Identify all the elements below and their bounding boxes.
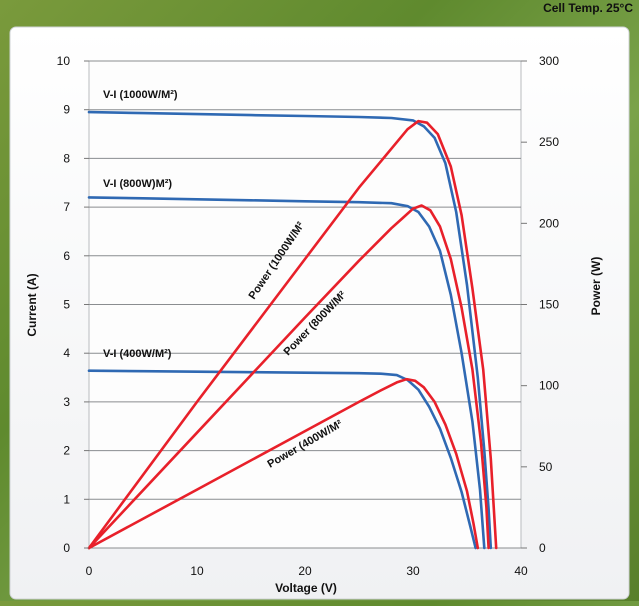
y-axis-left-label: Current (A) [25, 273, 39, 336]
y-left-tick-label: 7 [63, 200, 70, 214]
x-tick-label: 30 [406, 564, 420, 578]
y-right-tick-label: 50 [539, 460, 553, 474]
curve-label-2: V-I (400W/M²) [103, 348, 172, 360]
x-tick-label: 40 [514, 564, 528, 578]
series-line-5 [87, 377, 480, 550]
x-tick-label: 10 [190, 564, 204, 578]
y-axis-right-label: Power (W) [589, 257, 603, 316]
curve-label-0: V-I (1000W/M²) [103, 89, 178, 101]
y-right-tick-label: 250 [539, 135, 559, 149]
y-left-tick-label: 6 [63, 249, 70, 263]
series-line-2 [87, 369, 477, 550]
x-axis-label: Voltage (V) [275, 581, 337, 595]
y-right-tick-label: 0 [539, 541, 546, 555]
series-line-4 [87, 204, 490, 550]
y-left-tick-label: 4 [63, 346, 70, 360]
x-tick-label: 20 [298, 564, 312, 578]
y-left-tick-label: 8 [63, 151, 70, 165]
series-layer [87, 110, 498, 550]
y-left-tick-label: 2 [63, 444, 70, 458]
y-right-tick-label: 150 [539, 298, 559, 312]
series-line-3 [87, 119, 498, 550]
y-left-tick-label: 9 [63, 103, 70, 117]
y-right-tick-label: 200 [539, 216, 559, 230]
y-left-tick-label: 5 [63, 298, 70, 312]
series-line-0 [87, 110, 493, 550]
cell-temp-label: Cell Temp. 25°C [543, 1, 633, 15]
y-left-tick-label: 10 [57, 54, 71, 68]
y-left-tick-label: 0 [63, 541, 70, 555]
y-left-tick-label: 3 [63, 395, 70, 409]
y-right-tick-label: 100 [539, 379, 559, 393]
y-left-tick-label: 1 [63, 492, 70, 506]
x-tick-label: 0 [86, 564, 93, 578]
curve-label-1: V-I (800W)M²) [103, 178, 172, 190]
y-right-tick-label: 300 [539, 54, 559, 68]
